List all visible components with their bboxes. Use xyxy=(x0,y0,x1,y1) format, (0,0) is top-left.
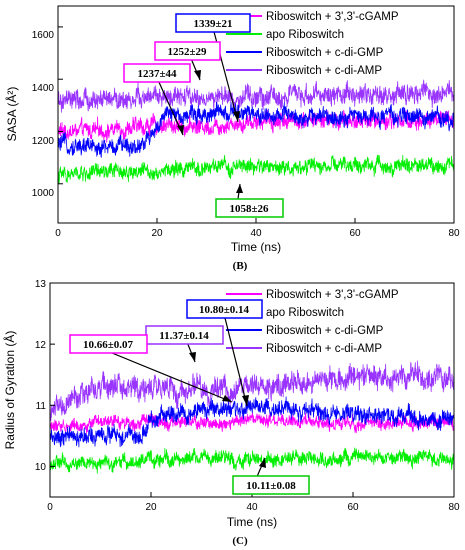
rg-legend-entry: Riboswitch + 3',3'-cGAMP xyxy=(266,289,399,301)
rg-annotation-arrowhead xyxy=(242,395,249,406)
rg-series-line-apo-riboswitch xyxy=(49,447,455,474)
rg-tick-marks xyxy=(49,282,455,497)
sasa-legend-entry: Riboswitch + 3',3'-cGAMP xyxy=(266,11,399,23)
rg-y-axis-label: Radius of Gyration (Å) xyxy=(2,331,17,450)
sasa-tick-marks xyxy=(57,26,455,223)
rg-x-tick-label: 20 xyxy=(145,502,157,513)
rg-legend-entry: Riboswitch + c-di-GMP xyxy=(266,325,384,337)
sasa-x-axis-label: Time (ns) xyxy=(231,240,281,254)
rg-annotation-box xyxy=(186,299,263,319)
sasa-y-tick-label: 1600 xyxy=(32,30,55,41)
rg-x-axis-label: Time (ns) xyxy=(227,515,277,529)
rg-series-line-riboswitch-c-di-amp xyxy=(49,360,455,421)
sasa-series-line-apo-riboswitch xyxy=(57,154,455,185)
rg-y-tick-label: 12 xyxy=(35,340,47,351)
rg-x-tick-label: 80 xyxy=(448,502,460,513)
sasa-legend-entry: Riboswitch + c-di-AMP xyxy=(266,65,382,77)
rg-series-layer xyxy=(49,360,455,474)
rg-x-tick-label: 40 xyxy=(246,502,258,513)
sasa-annotation-box xyxy=(215,198,284,218)
sasa-annotations: 1339±21 1252±29 1237±44 1058±26 xyxy=(123,13,284,218)
rg-annotation-box xyxy=(232,475,310,495)
rg-annotation-arrow xyxy=(111,352,233,403)
rg-x-tick-label: 60 xyxy=(347,502,359,513)
rg-annotation-arrowhead xyxy=(259,458,266,468)
sasa-annotation-label: 1237±44 xyxy=(137,68,177,80)
sasa-annotation-box xyxy=(175,13,251,33)
sasa-series-layer xyxy=(57,79,455,185)
rg-annotation-arrowhead xyxy=(222,395,232,402)
sasa-annotation-arrowhead xyxy=(236,184,243,193)
sasa-annotation-label: 1339±21 xyxy=(193,18,232,30)
rg-annotation-label: 11.37±0.14 xyxy=(159,330,209,342)
rg-annotation-arrow xyxy=(224,317,248,407)
rg-annotation-label: 10.11±0.08 xyxy=(246,480,296,492)
rg-chart: 0 20 40 60 80 10 11 12 13 Time (ns) Radi… xyxy=(2,279,460,547)
sasa-legend-entry: apo Riboswitch xyxy=(266,29,344,41)
sasa-annotation-label: 1252±29 xyxy=(167,46,207,58)
sasa-series-line-riboswitch-c-di-gmp xyxy=(57,101,455,158)
sasa-legend-entry: Riboswitch + c-di-GMP xyxy=(266,47,384,59)
rg-legend-entry: Riboswitch + c-di-AMP xyxy=(266,343,382,355)
rg-y-tick-label: 10 xyxy=(35,462,47,473)
sasa-x-tick-label: 60 xyxy=(349,228,361,239)
sasa-y-axis-label: SASA (Å²) xyxy=(4,87,19,142)
sasa-annotation-label: 1058±26 xyxy=(229,203,269,215)
sasa-annotation-arrowhead xyxy=(233,111,240,122)
rg-y-tick-label: 13 xyxy=(35,279,47,290)
rg-series-line-riboswitch-c-di-gmp xyxy=(49,396,455,448)
sasa-x-tick-label: 40 xyxy=(250,228,262,239)
sasa-annotation-arrowhead xyxy=(177,125,184,135)
sasa-series-line-riboswitch-c-di-amp xyxy=(57,79,455,113)
panel-label-b: (B) xyxy=(233,260,248,272)
sasa-annotation-box xyxy=(123,63,191,83)
sasa-annotation-box xyxy=(154,41,221,61)
rg-annotation-box xyxy=(69,334,148,354)
rg-series-line-riboswitch-3-3-cgamp xyxy=(49,411,455,434)
sasa-x-tick-label: 0 xyxy=(55,228,61,239)
rg-annotation-arrowhead xyxy=(189,352,196,362)
sasa-annotation-arrowhead xyxy=(194,70,201,80)
sasa-x-tick-label: 80 xyxy=(448,228,460,239)
sasa-chart: 0 20 40 60 80 1000 1200 1400 1600 Time (… xyxy=(4,5,460,272)
rg-annotation-label: 10.80±0.14 xyxy=(199,304,250,316)
panel-label-c: (C) xyxy=(232,535,248,547)
rg-y-tick-label: 11 xyxy=(36,401,47,412)
sasa-y-tick-label: 1000 xyxy=(32,188,55,199)
rg-annotations: 10.80±0.14 11.37±0.14 10.66±0.07 10.11±0… xyxy=(69,299,310,495)
sasa-series-line-riboswitch-3-3-cgamp xyxy=(57,109,455,143)
sasa-x-tick-label: 20 xyxy=(151,228,163,239)
sasa-y-tick-label: 1200 xyxy=(32,136,55,147)
sasa-legend: Riboswitch + 3',3'-cGAMP apo Riboswitch … xyxy=(226,11,399,77)
rg-annotation-label: 10.66±0.07 xyxy=(83,339,134,351)
rg-x-tick-label: 0 xyxy=(47,502,53,513)
rg-legend-entry: apo Riboswitch xyxy=(266,307,344,319)
sasa-y-tick-label: 1400 xyxy=(32,83,55,94)
rg-legend: Riboswitch + 3',3'-cGAMP apo Riboswitch … xyxy=(226,289,399,355)
